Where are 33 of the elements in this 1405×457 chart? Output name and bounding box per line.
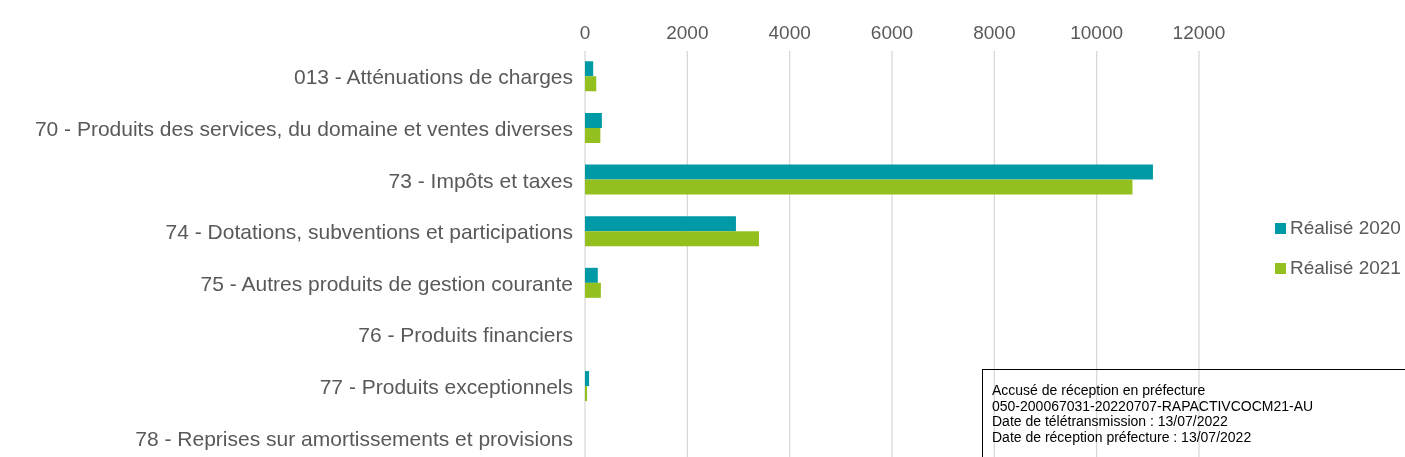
y-tick-label: 013 - Atténuations de charges (293, 65, 573, 89)
x-tick-label: 4000 (768, 22, 811, 43)
y-tick-label: 73 - Impôts et taxes (388, 168, 573, 192)
annotation: Date de réception préfecture : 13/07/2022 (992, 428, 1253, 445)
bar (585, 282, 601, 298)
bar (585, 267, 598, 283)
bar (585, 61, 594, 77)
bar (585, 231, 759, 247)
bar (585, 76, 597, 92)
bar (585, 179, 1133, 195)
annotation: Date de télétransmission : 13/07/2022 (992, 413, 1229, 430)
x-tick-label: 2000 (666, 22, 709, 43)
annotation: Accusé de réception en préfecture (992, 382, 1207, 399)
y-tick-label: 76 - Produits financiers (358, 323, 573, 347)
y-tick-label: 70 - Produits des services, du domaine et ventes diverses (34, 116, 573, 140)
y-tick-label: 75 - Autres produits de gestion courante (200, 271, 573, 295)
x-tick-label: 12000 (1172, 22, 1226, 43)
x-tick-label: 0 (579, 22, 591, 43)
bar (585, 164, 1153, 180)
legend-label: Réalisé 2020 (1290, 217, 1401, 238)
annotation: 050-200067031-20220707-RAPACTIVCOCM21-AU (992, 397, 1314, 414)
y-tick-label: 74 - Dotations, subventions et participations (165, 220, 573, 244)
y-tick-label: 77 - Produits exceptionnels (319, 375, 573, 399)
legend-label: Réalisé 2021 (1290, 257, 1401, 278)
x-tick-label: 6000 (870, 22, 914, 43)
bar (585, 112, 602, 128)
x-tick-label: 8000 (973, 22, 1016, 43)
bar (585, 386, 588, 402)
bar (585, 127, 601, 143)
x-tick-label: 10000 (1070, 22, 1124, 43)
bar (585, 216, 736, 232)
y-tick-label: 78 - Reprises sur amortissements et provisions (135, 426, 573, 450)
bar (585, 371, 590, 387)
